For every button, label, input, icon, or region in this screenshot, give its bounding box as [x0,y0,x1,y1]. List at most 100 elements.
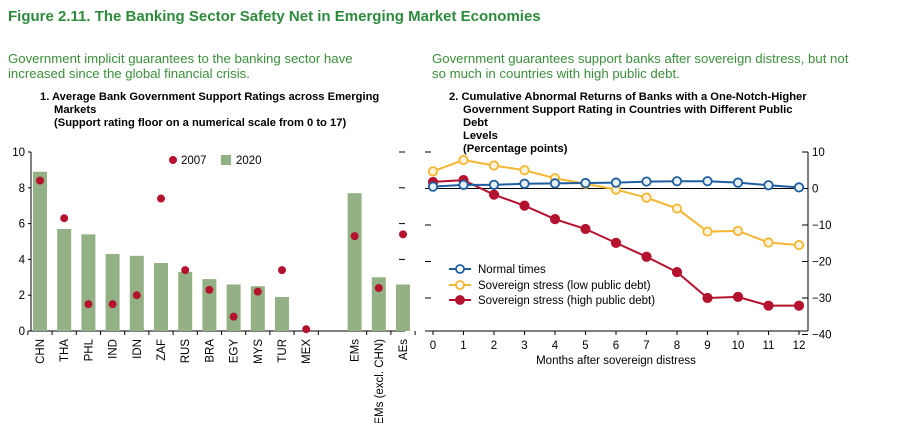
line-x-tick-label: 6 [613,340,619,352]
bar-2020-ind [105,254,120,331]
dot-2007-tur [278,266,286,275]
bar-x-tick-label: MEX [301,339,313,364]
line-x-tick-label: 1 [460,340,466,352]
line-chart-title-line2: Government Support Rating in Countries w… [463,104,793,129]
bar-x-tick-label: IND [108,339,120,359]
bar-y-tick-label: 10 [12,147,25,159]
left-panel-subtitle: Government implicit guarantees to the ba… [8,51,353,81]
line-x-tick-label: 12 [793,340,806,352]
series-point-low-debt [671,203,683,214]
legend-label-high-debt: Sovereign stress (high public debt) [478,295,655,307]
legend-2020-label: 2020 [236,155,262,167]
bar-x-tick-label: IDN [132,339,144,359]
series-point-low-debt [793,239,805,251]
dot-2007-phl [84,300,93,309]
series-point-normal-times [549,178,561,189]
bar-chart-title-line3: (Support rating floor on a numerical sca… [54,117,347,129]
dot-2007-mys [253,287,262,296]
series-point-low-debt [488,160,500,171]
line-x-axis-label: Months after sovereign distress [536,355,696,367]
line-y-tick-label: 10 [812,147,825,159]
legend-2020-marker [221,155,231,165]
dot-2007-zaf [157,194,165,203]
line-y-tick-label: −40 [812,330,832,342]
bar-chart-title: 1. Average Bank Government Support Ratin… [40,91,380,130]
bar-x-tick-label: ZAF [156,339,168,361]
series-point-low-debt [427,166,439,177]
bar-x-tick-label: CHN [35,339,47,364]
bar-2020-ems [347,193,362,331]
series-point-normal-times [732,177,744,188]
series-point-high-debt [610,237,622,248]
bar-2020-rus [178,271,193,331]
line-y-tick-label: −10 [812,220,832,232]
bar-chart-title-line1: 1. Average Bank Government Support Ratin… [40,91,380,103]
line-x-tick-label: 0 [430,340,436,352]
dot-2007-ems [350,232,359,241]
series-point-high-debt [580,223,591,235]
series-point-low-debt [763,237,774,248]
line-y-tick-label: −20 [812,257,832,269]
bar-2020-chn [33,171,47,331]
series-line-low-debt [432,158,800,247]
legend-label-low-debt: Sovereign stress (low public debt) [478,280,651,292]
bar-2020-emsexclchn [371,277,386,331]
bar-x-tick-label: MYS [253,339,265,364]
line-y-tick-label: −30 [812,293,832,305]
series-point-normal-times [519,178,530,189]
series-point-normal-times [427,181,439,192]
bar-2020-tha [57,228,72,331]
bar-chart-title-line2: Markets [54,104,97,116]
line-x-tick-label: 9 [704,340,710,352]
line-x-tick-label: 3 [521,340,527,352]
bar-2020-tur [275,296,289,331]
dot-2007-rus [181,266,190,275]
dot-2007-egy [229,312,238,321]
bar-x-tick-label: RUS [180,339,192,364]
dot-2007-idn [132,291,141,300]
legend-marker-normal-times [455,264,465,274]
line-x-tick-label: 11 [763,340,775,352]
series-point-high-debt [519,200,530,211]
line-x-tick-label: 7 [643,340,649,352]
line-x-tick-label: 5 [582,340,588,352]
series-point-high-debt [732,291,744,303]
dot-2007-chn [36,176,44,185]
dot-2007-emsexclchn [374,284,383,293]
bar-2020-phl [81,234,96,331]
bar-2020-zaf [154,262,168,331]
line-chart-title-line4: (Percentage points) [463,143,568,155]
bar-y-tick-label: 2 [19,290,25,302]
series-point-low-debt [641,192,652,203]
line-chart-title-line3: Levels [463,130,498,142]
line-x-tick-label: 10 [732,340,745,352]
bar-x-tick-label: EMs (excl. CHN) [374,339,386,423]
series-point-high-debt [702,292,713,304]
bar-x-tick-label: EGY [229,339,241,364]
legend-2007-label: 2007 [181,155,207,167]
series-point-low-debt [732,225,744,236]
bar-x-tick-label: TUR [277,339,289,363]
bar-x-tick-label: PHL [83,338,95,361]
bar-x-tick-label: EMs [350,339,362,362]
bar-2020-mys [250,286,265,331]
series-point-normal-times [641,176,652,187]
line-chart-title-line1: 2. Cumulative Abnormal Returns of Banks … [449,91,807,103]
bar-x-tick-label: AEs [398,339,410,360]
figure-title: Figure 2.11. The Banking Sector Safety N… [8,8,541,25]
legend-marker-high-debt [455,295,465,305]
bar-x-tick-label: BRA [204,339,216,363]
series-point-low-debt [458,154,469,166]
series-point-high-debt [793,300,805,311]
series-point-high-debt [488,189,500,200]
line-x-tick-label: 8 [674,340,680,352]
line-y-tick-label: 0 [812,184,818,196]
line-chart-title: 2. Cumulative Abnormal Returns of Banks … [449,91,819,156]
series-point-normal-times [580,177,591,189]
bar-y-tick-label: 0 [19,326,25,338]
series-point-normal-times [702,176,713,187]
series-point-high-debt [671,266,683,278]
bar-x-tick-label: THA [59,339,71,362]
dot-2007-ind [108,300,117,309]
series-point-normal-times [458,179,469,190]
